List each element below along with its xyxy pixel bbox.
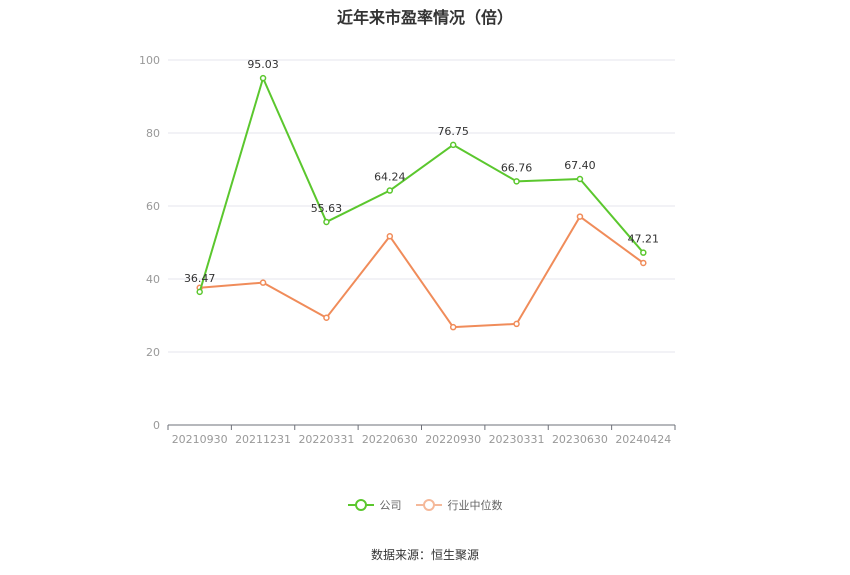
x-tick-label: 20240424 bbox=[615, 433, 671, 446]
data-label: 47.21 bbox=[628, 233, 660, 246]
y-tick-label: 40 bbox=[146, 273, 160, 286]
data-label: 64.24 bbox=[374, 171, 406, 184]
series-line-0 bbox=[198, 77, 645, 293]
data-label: 76.75 bbox=[437, 125, 469, 138]
legend-item-company[interactable]: 公司 bbox=[347, 497, 402, 513]
legend-item-industry-median[interactable]: 行业中位数 bbox=[415, 497, 503, 513]
x-tick-label: 20230630 bbox=[552, 433, 608, 446]
y-tick-label: 100 bbox=[139, 54, 160, 67]
data-point bbox=[323, 314, 330, 321]
x-tick-label: 20230331 bbox=[489, 433, 545, 446]
data-label: 67.40 bbox=[564, 159, 596, 172]
x-tick-label: 20220331 bbox=[298, 433, 354, 446]
y-tick-label: 60 bbox=[146, 200, 160, 213]
legend-label-company: 公司 bbox=[379, 499, 402, 512]
data-point bbox=[259, 74, 267, 82]
chart-title: 近年来市盈率情况（倍） bbox=[336, 8, 513, 27]
data-point bbox=[449, 141, 457, 149]
legend: 公司 行业中位数 bbox=[0, 497, 850, 513]
data-point bbox=[323, 218, 330, 226]
x-tick-label: 20211231 bbox=[235, 433, 291, 446]
legend-line-marker-icon bbox=[347, 499, 374, 511]
data-point bbox=[576, 175, 584, 183]
y-tick-label: 20 bbox=[146, 346, 160, 359]
x-tick-label: 20210930 bbox=[172, 433, 228, 446]
data-point bbox=[386, 233, 394, 240]
data-label: 66.76 bbox=[501, 161, 533, 174]
source-note: 数据来源：恒生聚源 bbox=[370, 548, 479, 562]
legend-line-marker-icon bbox=[415, 499, 442, 511]
x-tick-label: 20220930 bbox=[425, 433, 481, 446]
series-line-1 bbox=[199, 215, 644, 329]
data-point bbox=[259, 279, 267, 286]
data-point bbox=[640, 249, 647, 256]
data-point bbox=[513, 178, 520, 185]
y-tick-label: 0 bbox=[153, 419, 160, 432]
data-label: 36.47 bbox=[184, 272, 216, 285]
y-tick-label: 80 bbox=[146, 127, 160, 140]
x-tick-label: 20220630 bbox=[362, 433, 418, 446]
data-point bbox=[513, 320, 520, 328]
data-point bbox=[640, 259, 647, 267]
legend-label-industry-median: 行业中位数 bbox=[447, 499, 503, 512]
data-point bbox=[449, 323, 457, 331]
data-point bbox=[386, 187, 394, 194]
data-point bbox=[196, 288, 203, 296]
data-label: 55.63 bbox=[311, 202, 343, 215]
data-point bbox=[576, 213, 584, 220]
data-label: 95.03 bbox=[247, 58, 279, 71]
